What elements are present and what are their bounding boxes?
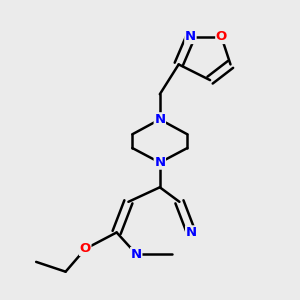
Text: N: N (154, 156, 165, 169)
Text: O: O (216, 30, 227, 44)
Text: N: N (185, 30, 196, 44)
Text: N: N (154, 113, 165, 126)
Text: N: N (131, 248, 142, 260)
Text: N: N (186, 226, 197, 239)
Text: O: O (80, 242, 91, 255)
